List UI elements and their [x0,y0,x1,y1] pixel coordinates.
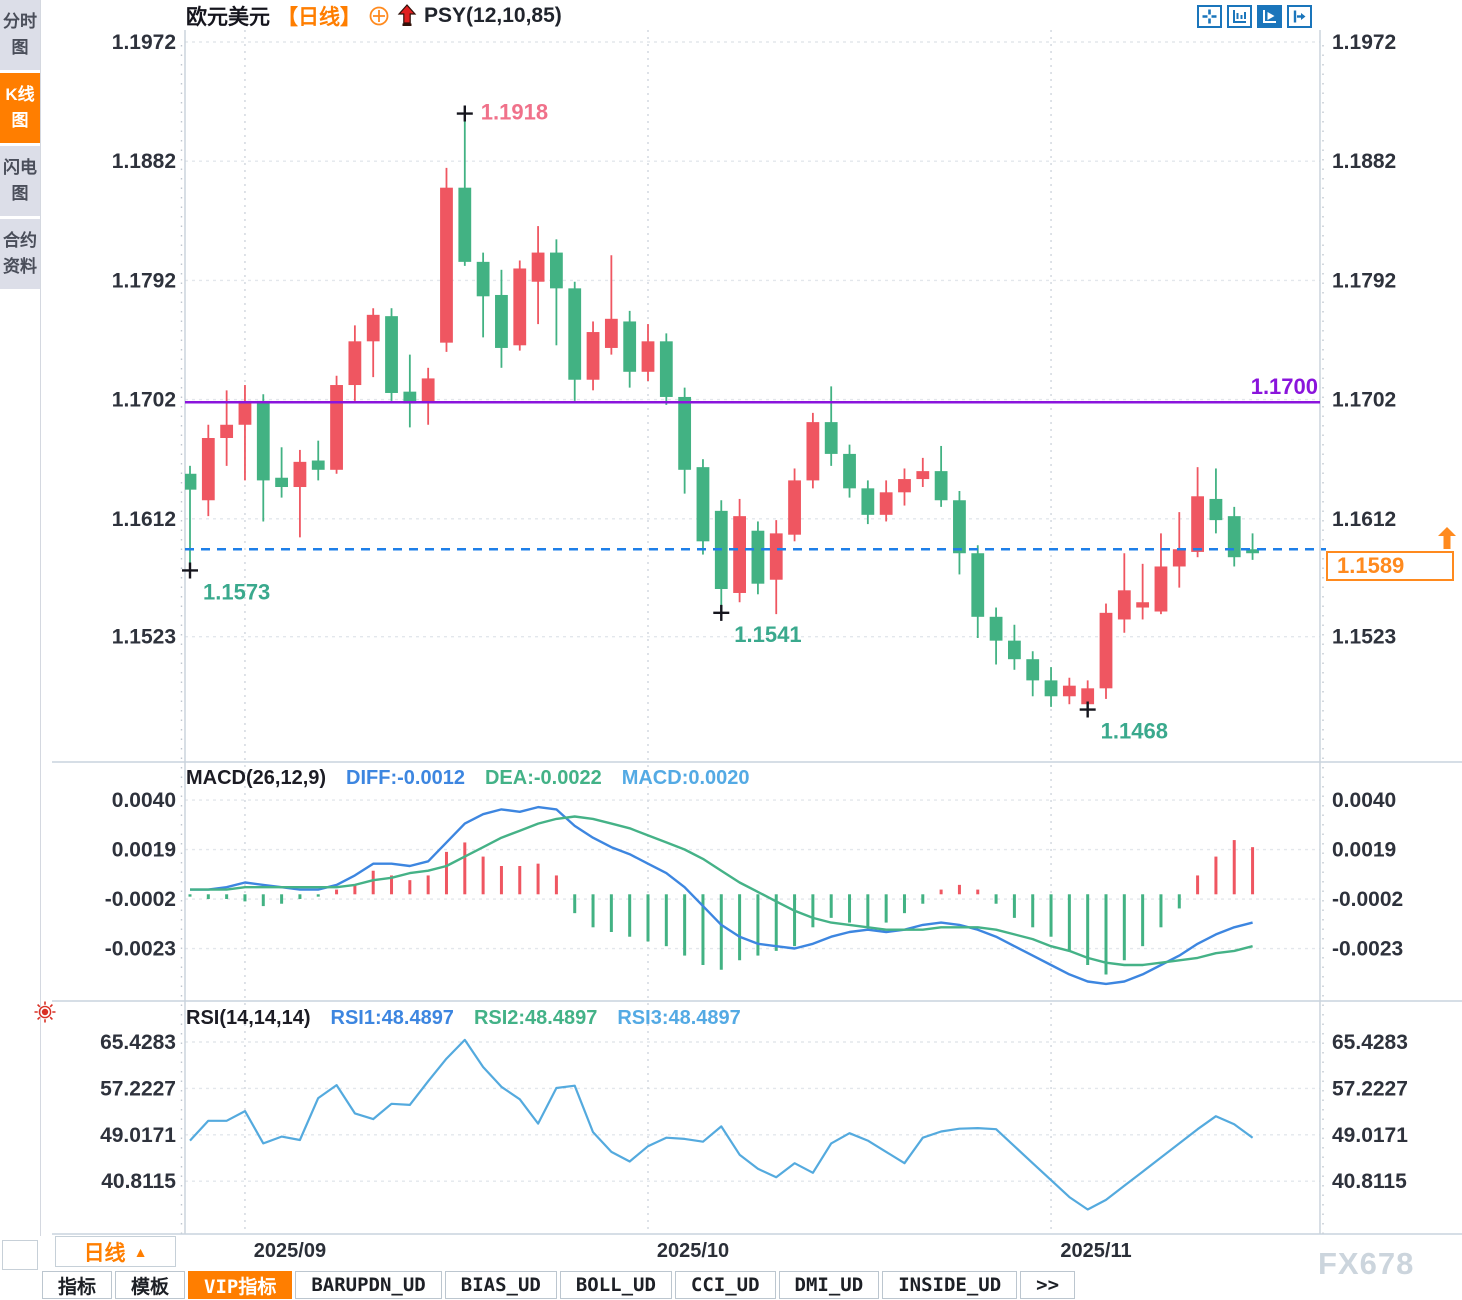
macd-diff-line [190,805,1253,986]
tab-inside-ud[interactable]: INSIDE_UD [882,1271,1018,1299]
macd-axis-label: 0.0040 [1332,789,1396,812]
timeframe-selector[interactable]: 日线 ▲ [55,1236,176,1267]
rsi1-value: RSI1:48.4897 [330,1007,454,1029]
rsi-title: RSI(14,14,14) [186,1007,311,1029]
high-price-annotation: 1.1918 [481,100,548,125]
axis-labels: 1.1972 1.1972 1.1882 1.1882 1.1792 1.1792 1.17… [100,31,1408,1193]
sidebar-item-flash-chart[interactable]: 闪电图 [0,146,40,216]
price-axis-label: 1.1792 [112,269,176,292]
price-axis-label: 1.1612 [1332,508,1396,531]
indicator-title: PSY(12,10,85) [424,4,562,27]
rsi-axis-label: 49.0171 [1332,1124,1408,1147]
price-annotations: 1.1573 1.1918 1.1541 1.1468 [182,100,1168,744]
sidebar-item-time-chart[interactable]: 分时图 [0,0,40,70]
tab-indicators[interactable]: 指标 [42,1271,113,1299]
add-indicator-icon[interactable] [368,5,390,27]
price-axis-label: 1.1523 [112,626,176,649]
current-price-badge: 1.1589 [1326,551,1454,581]
timeframe-label: 日线 [83,1241,126,1265]
macd-axis-label: 0.0019 [112,839,176,862]
x-axis-month-label: 2025/11 [1060,1240,1132,1262]
chart-toolbar [1197,5,1312,28]
candlestick-series[interactable] [184,113,1259,710]
macd-axis-label: 0.0040 [112,789,176,812]
tab-barupdn-ud[interactable]: BARUPDN_UD [295,1271,442,1299]
macd-pane [188,805,1255,986]
price-up-arrow-icon [1438,527,1456,554]
symbol-title: 欧元美元 [186,6,270,29]
sidebar-item-kline-chart[interactable]: K线图 [0,73,40,143]
rsi2-value: RSI2:48.4897 [473,1007,598,1029]
indicator-tab-bar: 指标 模板 VIP指标 BARUPDN_UD BIAS_UD BOLL_UD C… [42,1271,1076,1299]
rsi-axis-label: 49.0171 [100,1124,176,1147]
rsi-axis-label: 40.8115 [1332,1170,1407,1193]
tab-templates[interactable]: 模板 [115,1271,186,1299]
triangle-up-icon: ▲ [133,1243,148,1260]
sidebar: 分时图 K线图 闪电图 合约资料 [0,0,41,1236]
collapse-right-icon[interactable] [1287,5,1312,28]
tab-bias-ud[interactable]: BIAS_UD [444,1271,557,1299]
pane-frame [52,30,1462,1235]
hline-price-label: 1.1700 [1250,374,1318,399]
rsi3-value: RSI3:48.4897 [617,1007,741,1029]
macd-dea-value: DEA:-0.0022 [484,767,602,789]
price-axis-label: 1.1792 [1332,269,1396,292]
move-cross-icon[interactable] [1197,5,1222,28]
macd-header: MACD(26,12,9) DIFF:-0.0012 DEA:-0.0022 M… [186,767,750,790]
tab-more[interactable]: >> [1020,1271,1076,1299]
period-tag: 【日线】 [277,6,361,29]
price-axis-label: 1.1882 [112,150,176,173]
macd-axis-label: -0.0002 [1332,888,1403,911]
axis-play-icon[interactable] [1257,5,1282,28]
macd-axis-label: -0.0002 [105,888,176,911]
rsi-pane [189,1038,1254,1211]
price-axis-label: 1.1612 [112,508,176,531]
rsi-axis-label: 57.2227 [1332,1077,1408,1100]
axis-scale-icon[interactable] [1227,5,1252,28]
macd-macd-value: MACD:0.0020 [621,767,750,789]
price-axis-label: 1.1882 [1332,150,1396,173]
rsi-axis-label: 65.4283 [1332,1031,1408,1054]
x-axis-month-label: 2025/10 [656,1240,730,1262]
buy-signal-arrow-icon [397,4,417,28]
low-price-annotation: 1.1573 [203,579,270,604]
rsi-axis-label: 40.8115 [101,1170,176,1193]
rsi-axis-label: 57.2227 [100,1077,176,1100]
tab-vip-indicators[interactable]: VIP指标 [188,1271,293,1299]
price-axis-label: 1.1702 [112,389,176,412]
rsi-axis-label: 65.4283 [100,1031,176,1054]
macd-title: MACD(26,12,9) [186,767,327,789]
price-axis-label: 1.1523 [1332,626,1396,649]
macd-dea-line [190,815,1253,967]
low-price-annotation: 1.1468 [1101,719,1168,744]
rsi-line [189,1038,1254,1211]
tab-boll-ud[interactable]: BOLL_UD [559,1271,672,1299]
tab-cci-ud[interactable]: CCI_UD [674,1271,776,1299]
price-axis-label: 1.1972 [1332,31,1396,54]
tab-dmi-ud[interactable]: DMI_UD [778,1271,880,1299]
chart-header: 欧元美元 【日线】 PSY(12,10,85) [186,3,562,29]
sidebar-bottom-box [2,1240,38,1270]
price-axis-label: 1.1702 [1332,389,1396,412]
low-price-annotation: 1.1541 [734,622,801,647]
macd-diff-value: DIFF:-0.0012 [346,767,465,789]
macd-axis-label: -0.0023 [105,938,176,961]
rsi-header: RSI(14,14,14) RSI1:48.4897 RSI2:48.4897 … [186,1007,741,1030]
watermark: FX678 [1318,1246,1415,1281]
sidebar-item-contract-info[interactable]: 合约资料 [0,219,40,289]
macd-axis-label: 0.0019 [1332,839,1396,862]
indicator-settings-sun-icon[interactable] [34,1001,56,1028]
macd-axis-label: -0.0023 [1332,938,1403,961]
x-axis-month-label: 2025/09 [253,1240,327,1262]
price-axis-label: 1.1972 [112,31,176,54]
